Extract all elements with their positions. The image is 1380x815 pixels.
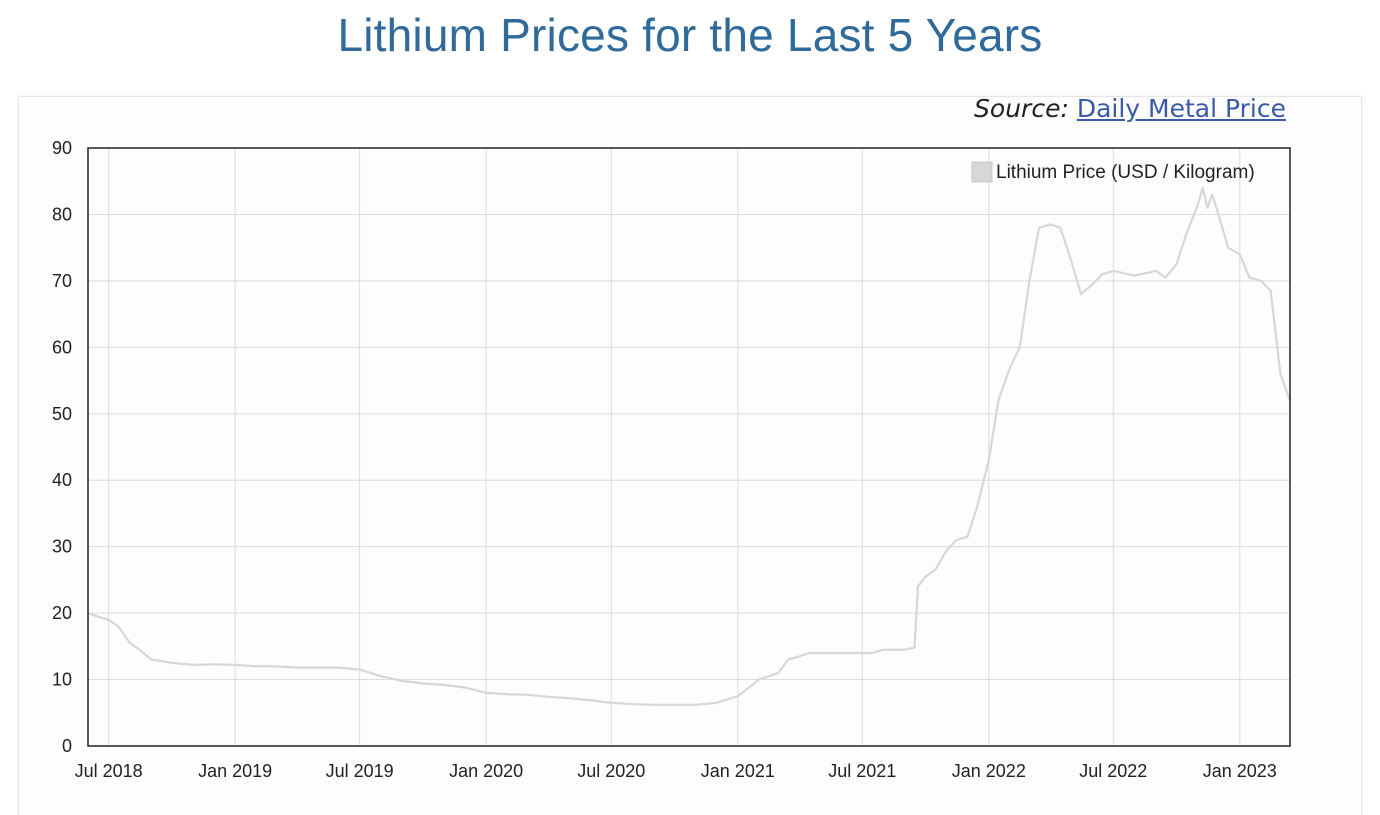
plot-frame — [87, 147, 1291, 747]
page-title: Lithium Prices for the Last 5 Years — [337, 9, 1043, 61]
y-axis-ticks: 0 10 20 30 40 50 60 70 80 90 — [52, 138, 72, 756]
gridlines — [88, 147, 1290, 747]
source-credit: Source: Daily Metal Price — [974, 94, 1286, 123]
y-tick-label: 20 — [52, 603, 72, 623]
chart-panel — [18, 96, 1362, 815]
x-axis-ticks: Jul 2018 Jan 2019 Jul 2019 Jan 2020 Jul 2020… — [75, 761, 1277, 781]
y-tick-label: 60 — [52, 337, 72, 357]
x-tick-label: Jul 2021 — [828, 761, 896, 781]
x-tick-label: Jan 2021 — [701, 761, 775, 781]
series-group — [87, 186, 1292, 706]
x-tick-label: Jul 2019 — [326, 761, 394, 781]
x-tick-label: Jan 2023 — [1203, 761, 1277, 781]
x-tick-label: Jul 2020 — [577, 761, 645, 781]
series-line-lithium-price — [87, 186, 1292, 706]
y-tick-label: 30 — [52, 537, 72, 557]
x-tick-label: Jul 2022 — [1079, 761, 1147, 781]
y-tick-label: 70 — [52, 271, 72, 291]
x-tick-label: Jan 2019 — [198, 761, 272, 781]
y-tick-label: 10 — [52, 670, 72, 690]
source-label: Source: — [974, 94, 1069, 123]
y-tick-label: 90 — [52, 138, 72, 158]
x-tick-label: Jan 2020 — [449, 761, 523, 781]
legend-swatch — [971, 161, 993, 183]
y-tick-label: 80 — [52, 204, 72, 224]
y-tick-label: 50 — [52, 404, 72, 424]
y-tick-label: 0 — [62, 736, 72, 756]
y-tick-label: 40 — [52, 470, 72, 490]
x-tick-label: Jan 2022 — [952, 761, 1026, 781]
x-tick-label: Jul 2018 — [75, 761, 143, 781]
legend-label: Lithium Price (USD / Kilogram) — [996, 162, 1255, 183]
source-link[interactable]: Daily Metal Price — [1076, 94, 1286, 123]
chart-legend: Lithium Price (USD / Kilogram) — [971, 161, 1255, 183]
